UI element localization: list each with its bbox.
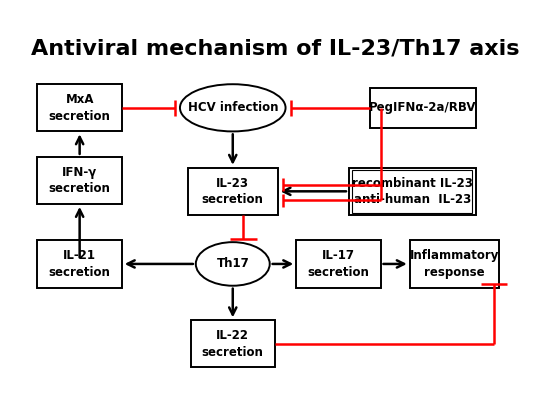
Text: recombinant IL-23
anti-human  IL-23: recombinant IL-23 anti-human IL-23 (352, 177, 472, 206)
Text: Antiviral mechanism of IL-23/Th17 axis: Antiviral mechanism of IL-23/Th17 axis (31, 39, 519, 59)
Text: Inflammatory
response: Inflammatory response (410, 249, 499, 279)
FancyBboxPatch shape (37, 84, 122, 131)
Text: IL-22
secretion: IL-22 secretion (202, 329, 263, 359)
FancyBboxPatch shape (190, 320, 275, 367)
FancyBboxPatch shape (370, 88, 476, 128)
FancyBboxPatch shape (37, 240, 122, 288)
Text: MxA
secretion: MxA secretion (49, 93, 111, 122)
Text: PegIFNα-2a/RBV: PegIFNα-2a/RBV (369, 101, 477, 114)
FancyBboxPatch shape (37, 157, 122, 204)
FancyBboxPatch shape (349, 168, 476, 215)
FancyBboxPatch shape (188, 168, 278, 215)
Text: IL-17
secretion: IL-17 secretion (307, 249, 369, 279)
Text: IL-21
secretion: IL-21 secretion (49, 249, 111, 279)
Text: IFN-γ
secretion: IFN-γ secretion (49, 166, 111, 195)
Text: Th17: Th17 (216, 257, 249, 271)
FancyBboxPatch shape (410, 240, 499, 288)
FancyBboxPatch shape (352, 170, 472, 213)
Ellipse shape (196, 242, 270, 286)
Text: HCV infection: HCV infection (188, 101, 278, 114)
Ellipse shape (180, 84, 285, 131)
Text: IL-23
secretion: IL-23 secretion (202, 177, 263, 206)
FancyBboxPatch shape (296, 240, 381, 288)
